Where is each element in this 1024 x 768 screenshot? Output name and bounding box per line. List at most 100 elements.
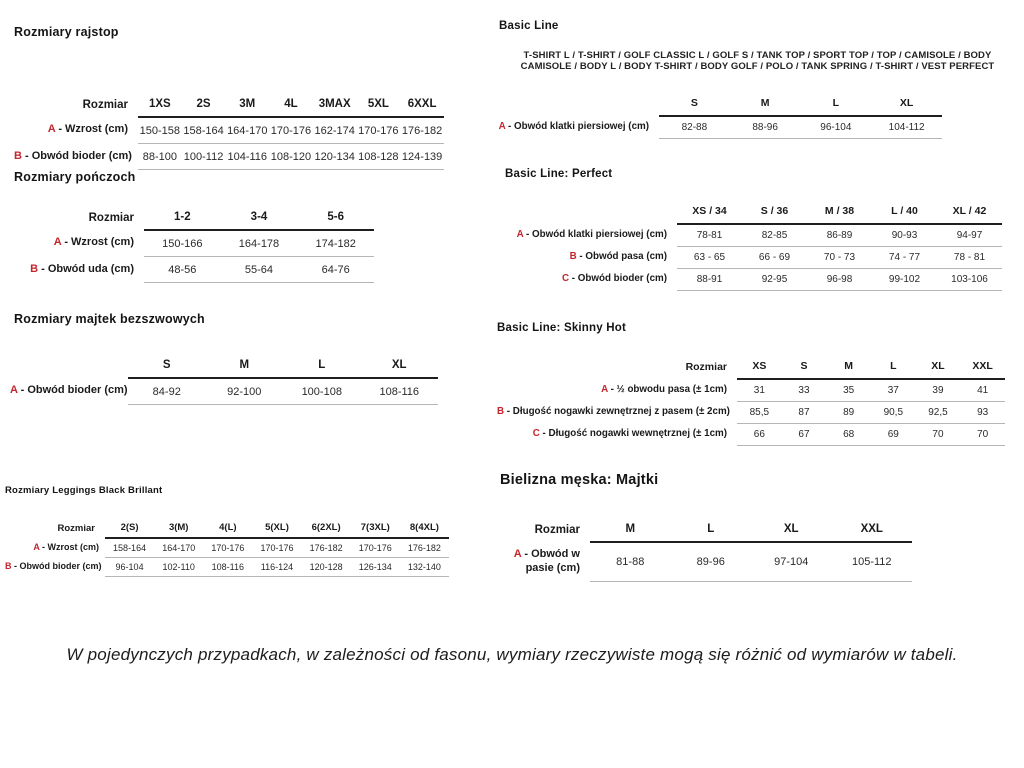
column-header: 6XXL [400, 98, 444, 118]
size-table-perfect: XS / 34 S / 36 M / 38 L / 40 XL / 42 A - Obwó… [497, 205, 1002, 291]
column-header: 8(4XL) [399, 522, 449, 539]
value-cell: 97-104 [751, 542, 832, 582]
value-cell: 88-91 [677, 268, 742, 291]
value-cell: 31 [737, 379, 782, 402]
header-row: S M L XL [497, 97, 942, 117]
value-cell: 150-158 [138, 117, 182, 144]
column-header: 6(2XL) [301, 522, 351, 539]
value-cell: 96-104 [800, 116, 872, 139]
column-header: 7(3XL) [350, 522, 400, 539]
table-row: C - Długość nogawki wewnętrznej (± 1cm) 6… [497, 423, 1005, 446]
value-cell: 70 [915, 423, 961, 446]
dimension-letter: B [14, 149, 22, 162]
value-cell: 82-88 [659, 116, 730, 139]
section-title-basic-line: Basic Line [499, 20, 559, 32]
value-cell: 100-108 [283, 378, 361, 405]
value-cell: 84-92 [128, 378, 206, 405]
header-label-cell: Rozmiar [82, 99, 128, 111]
header-row: XS / 34 S / 36 M / 38 L / 40 XL / 42 [497, 205, 1002, 225]
value-cell: 89 [826, 401, 871, 424]
column-header: L [800, 97, 872, 117]
value-cell: 41 [960, 379, 1005, 402]
row-label-cell: A - Wzrost (cm) [33, 542, 99, 553]
value-cell: 35 [826, 379, 871, 402]
basic-line-products: T-SHIRT L / T-SHIRT / GOLF CLASSIC L / G… [520, 50, 995, 73]
value-cell: 158-164 [105, 538, 155, 558]
section-title-leggings: Rozmiary Leggings Black Brillant [5, 485, 163, 496]
value-cell: 102-110 [154, 557, 204, 577]
value-cell: 164-178 [220, 230, 298, 257]
column-header: 3MAX [312, 98, 357, 118]
value-cell: 87 [781, 401, 827, 424]
column-header: 4L [269, 98, 313, 118]
row-label-cell: B - Długość nogawki zewnętrznej z pasem … [497, 406, 730, 418]
value-cell: 176-182 [400, 117, 444, 144]
column-header: 2(S) [105, 522, 155, 539]
dimension-letter: A [53, 236, 62, 249]
size-table-majtki-bezszwowe: S M L XL A - Obwód bioder (cm) 84-92 92-100 100… [10, 359, 438, 405]
size-table-leggings: Rozmiar 2(S) 3(M) 4(L) 5(XL) 6(2XL) 7(3XL) 8(4X… [5, 522, 449, 577]
header-label-cell: Rozmiar [534, 524, 580, 536]
value-cell: 94-97 [937, 224, 1002, 247]
footer-disclaimer: W pojedynczych przypadkach, w zależności… [66, 645, 958, 664]
size-table-skinny-hot: Rozmiar XS S M L XL XXL A - ½ obwodu pasa (± 1c… [497, 360, 1005, 446]
header-row: Rozmiar XS S M L XL XXL [497, 360, 1005, 380]
section-title-skinny-hot: Basic Line: Skinny Hot [497, 322, 627, 334]
value-cell: 99-102 [872, 268, 937, 291]
row-label-cell: A - Obwód w pasie (cm) [513, 548, 580, 574]
row-label-cell: B - Obwód bioder (cm) [5, 561, 102, 572]
value-cell: 108-120 [269, 143, 313, 170]
value-cell: 170-176 [269, 117, 313, 144]
header-row: Rozmiar M L XL XXL [500, 523, 912, 543]
section-title-bielizna-meska: Bielizna męska: Majtki [500, 472, 659, 488]
value-cell: 92,5 [915, 401, 961, 424]
table-row: B - Obwód pasa (cm) 63 - 65 66 - 69 70 - 73… [497, 246, 1002, 269]
table-row: A - Obwód klatki piersiowej (cm) 82-88 88-… [497, 116, 942, 139]
value-cell: 90,5 [870, 401, 916, 424]
header-row: Rozmiar 1-2 3-4 5-6 [14, 211, 374, 231]
column-header: M [826, 360, 871, 380]
column-header: M [729, 97, 801, 117]
row-label-cell: A - ½ obwodu pasa (± 1cm) [601, 384, 727, 396]
column-header: XL [751, 523, 832, 543]
value-cell: 170-176 [203, 538, 253, 558]
value-cell: 105-112 [831, 542, 912, 582]
column-header: 5-6 [297, 211, 374, 231]
bielizna-meska-majtki-grid: Rozmiar M L XL XXL A - Obwód w pasie (cm) 81-8… [500, 523, 912, 582]
column-header: L / 40 [872, 205, 937, 225]
dimension-letter: B [5, 561, 12, 572]
column-header: 2S [181, 98, 226, 118]
header-label-cell [497, 205, 677, 224]
value-cell: 100-112 [181, 143, 226, 170]
value-cell: 108-116 [360, 378, 438, 405]
row-label-cell: B - Obwód uda (cm) [30, 262, 134, 275]
table-row: A - Obwód klatki piersiowej (cm) 78-81 82-… [497, 224, 1002, 247]
table-row: A - Wzrost (cm) 158-164 164-170 170-176 170-… [5, 538, 449, 558]
dimension-letter: B [497, 406, 505, 418]
table-row: B - Obwód uda (cm) 48-56 55-64 64-76 [14, 256, 374, 283]
column-header: 4(L) [203, 522, 253, 539]
value-cell: 120-128 [301, 557, 351, 577]
table-row: A - Wzrost (cm) 150-158 158-164 164-170 170-… [14, 117, 444, 144]
value-cell: 170-176 [252, 538, 302, 558]
dimension-letter: A [10, 384, 18, 397]
value-cell: 37 [870, 379, 916, 402]
dimension-letter: B [569, 251, 577, 263]
column-header: L [870, 360, 916, 380]
value-cell: 68 [826, 423, 871, 446]
dimension-letter: C [532, 428, 540, 440]
header-label-cell [10, 359, 128, 378]
value-cell: 92-95 [742, 268, 807, 291]
rozmiary-leggings-black-brillant-grid: Rozmiar 2(S) 3(M) 4(L) 5(XL) 6(2XL) 7(3XL) 8(4X… [5, 522, 449, 577]
value-cell: 66 [737, 423, 782, 446]
header-row: Rozmiar 2(S) 3(M) 4(L) 5(XL) 6(2XL) 7(3XL) 8(4X… [5, 522, 449, 539]
size-table-basic-line: S M L XL A - Obwód klatki piersiowej (cm) 82-… [497, 97, 942, 139]
column-header: XL / 42 [937, 205, 1002, 225]
table-row: B - Długość nogawki zewnętrznej z pasem … [497, 401, 1005, 424]
value-cell: 74 - 77 [872, 246, 937, 269]
value-cell: 64-76 [297, 256, 374, 283]
dimension-letter: A [513, 548, 522, 560]
header-label-cell: Rozmiar [57, 522, 95, 534]
value-cell: 104-116 [225, 143, 270, 170]
